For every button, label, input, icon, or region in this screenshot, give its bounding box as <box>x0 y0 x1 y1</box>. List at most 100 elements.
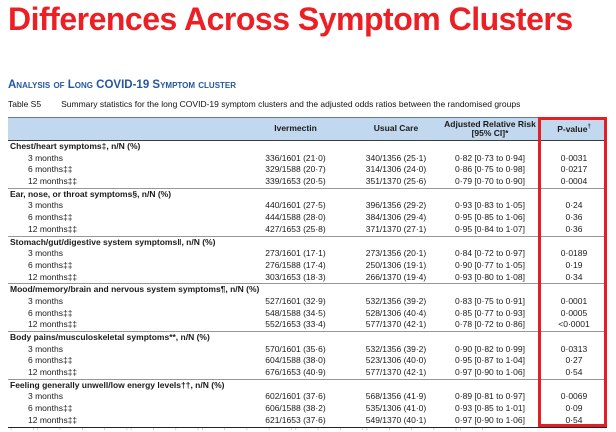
ivermectin-cell: 440/1601 (27·5) <box>265 200 326 211</box>
adjusted-relative-risk-cell: 0·90 [0·82 to 0·99] <box>455 343 525 354</box>
adjusted-relative-risk-cell: 0·84 [0·72 to 0·97] <box>455 248 525 259</box>
adjusted-relative-risk-cell: 0·90 [0·77 to 1·05] <box>455 259 525 270</box>
pvalue-cell: 0·0001 <box>560 295 588 306</box>
adjusted-relative-risk-cell: 0·82 [0·73 to 0·94] <box>455 152 525 163</box>
ivermectin-cell: 303/1653 (18·3) <box>265 271 326 282</box>
table-row: 12 months‡‡ 552/1653 (33·4) 577/1370 (42·1… <box>8 319 607 331</box>
usual-care-cell: 371/1370 (27·1) <box>365 223 427 234</box>
pvalue-cell: 0·09 <box>565 403 583 414</box>
timepoint-cell: 12 months‡‡ <box>28 319 78 330</box>
ivermectin-cell: 548/1588 (34·5) <box>265 307 326 318</box>
section-label: Mood/memory/brain and nervous system sym… <box>10 284 260 295</box>
table-section: Ear, nose, or throat symptoms§, n/N (%) 3… <box>8 187 607 236</box>
table-section: Mood/memory/brain and nervous system sym… <box>8 283 607 331</box>
timepoint-cell: 12 months‡‡ <box>28 367 78 378</box>
section-label: Body pains/musculoskeletal symptoms**, n… <box>10 332 210 342</box>
usual-care-cell: 535/1306 (41·0) <box>365 403 427 414</box>
adjusted-relative-risk-cell: 0·83 [0·75 to 0·91] <box>455 295 525 306</box>
timepoint-cell: 6 months‡‡ <box>28 403 73 414</box>
table-row: 3 months 336/1601 (21·0) 340/1356 (25·1) 0·… <box>8 153 607 165</box>
pvalue-cell: 0·0217 <box>560 164 588 175</box>
pvalue-cell: 0·0005 <box>560 307 588 318</box>
usual-care-cell: 523/1306 (40·0) <box>365 355 427 366</box>
pvalue-cell: 0·0189 <box>560 248 588 259</box>
table-caption-text: Summary statistics for the long COVID-19… <box>61 99 521 109</box>
pvalue-cell: 0·54 <box>565 414 583 425</box>
timepoint-cell: 3 months <box>28 152 63 163</box>
ivermectin-cell: 676/1653 (40·9) <box>265 367 326 378</box>
adjusted-relative-risk-cell: 0·93 [0·83 to 1·05] <box>455 200 525 211</box>
usual-care-cell: 568/1356 (41·9) <box>365 391 427 402</box>
ivermectin-cell: 606/1588 (38·2) <box>265 403 326 414</box>
usual-care-cell: 528/1306 (40·4) <box>365 307 427 318</box>
table-row: 3 months 602/1601 (37·6) 568/1356 (41·9) 0·… <box>8 391 607 403</box>
ivermectin-cell: 604/1588 (38·0) <box>265 355 326 366</box>
usual-care-cell: 532/1356 (39·2) <box>365 295 427 306</box>
section-label: Ear, nose, or throat symptoms§, n/N (%) <box>10 188 172 199</box>
table-row: 6 months‡‡ 548/1588 (34·5) 528/1306 (40·4)… <box>8 308 607 320</box>
table-row: 6 months‡‡ 604/1588 (38·0) 523/1306 (40·0)… <box>8 355 607 367</box>
adjusted-relative-risk-cell: 0·86 [0·75 to 0·98] <box>455 164 525 175</box>
header-arr-line2: [95% CI]* <box>471 128 509 138</box>
pvalue-cell: 0·36 <box>565 212 583 223</box>
usual-care-cell: 266/1370 (19·4) <box>365 271 427 282</box>
timepoint-cell: 12 months‡‡ <box>28 414 78 425</box>
pvalue-cell: 0·24 <box>565 200 583 211</box>
timepoint-cell: 6 months‡‡ <box>28 307 73 318</box>
table-section: Chest/heart symptoms‡, n/N (%) 3 months 33… <box>8 141 607 188</box>
section-header-row: Chest/heart symptoms‡, n/N (%) <box>8 141 607 153</box>
timepoint-cell: 12 months‡‡ <box>28 223 78 234</box>
table-row: 12 months‡‡ 427/1653 (25·8) 371/1370 (27·1… <box>8 224 607 236</box>
timepoint-cell: 12 months‡‡ <box>28 176 78 187</box>
pvalue-cell: <0·0001 <box>558 319 590 330</box>
table-row: 3 months 273/1601 (17·1) 273/1356 (20·1) 0·… <box>8 248 607 260</box>
header-p-value: P-value† <box>541 118 607 140</box>
table-section: Body pains/musculoskeletal symptoms**, n… <box>8 331 607 379</box>
pvalue-cell: 0·36 <box>565 223 583 234</box>
table-row: 3 months 527/1601 (32·9) 532/1356 (39·2) 0·… <box>8 296 607 308</box>
pvalue-cell: 0·34 <box>565 271 583 282</box>
pvalue-cell: 0·19 <box>565 259 583 270</box>
adjusted-relative-risk-cell: 0·97 [0·90 to 1·06] <box>455 367 525 378</box>
adjusted-relative-risk-cell: 0·95 [0·85 to 1·06] <box>455 212 525 223</box>
pvalue-cell: 0·0004 <box>560 176 588 187</box>
timepoint-cell: 6 months‡‡ <box>28 164 73 175</box>
section-header-row: Mood/memory/brain and nervous system sym… <box>8 284 607 296</box>
ivermectin-cell: 427/1653 (25·8) <box>265 223 326 234</box>
symptom-cluster-table: Ivermectin Usual Care Adjusted Relative … <box>8 117 607 428</box>
page-title: Differences Across Symptom Clusters <box>8 1 573 37</box>
header-p-value-label: P-value <box>557 124 588 135</box>
adjusted-relative-risk-cell: 0·93 [0·85 to 1·01] <box>455 403 525 414</box>
section-label: Chest/heart symptoms‡, n/N (%) <box>10 141 141 151</box>
header-p-value-dagger: † <box>587 124 591 131</box>
usual-care-cell: 314/1306 (24·0) <box>365 164 427 175</box>
table-row: 6 months‡‡ 329/1588 (20·7) 314/1306 (24·0)… <box>8 164 607 176</box>
ivermectin-cell: 552/1653 (33·4) <box>265 319 326 330</box>
table-row: 3 months 440/1601 (27·5) 396/1356 (29·2) 0·… <box>8 200 607 212</box>
pvalue-cell: 0·0313 <box>560 343 588 354</box>
table-section: Feeling generally unwell/low energy leve… <box>8 378 607 427</box>
usual-care-cell: 250/1306 (19·1) <box>365 259 427 270</box>
adjusted-relative-risk-cell: 0·97 [0·90 to 1·06] <box>455 414 525 425</box>
timepoint-cell: 6 months‡‡ <box>28 355 73 366</box>
table-row: 12 months‡‡ 676/1653 (40·9) 577/1370 (42·1… <box>8 367 607 379</box>
ivermectin-cell: 276/1588 (17·4) <box>265 259 326 270</box>
adjusted-relative-risk-cell: 0·78 [0·72 to 0·86] <box>455 319 525 330</box>
table-row: 3 months 570/1601 (35·6) 532/1356 (39·2) 0·… <box>8 344 607 356</box>
ivermectin-cell: 570/1601 (35·6) <box>265 343 326 354</box>
timepoint-cell: 3 months <box>28 248 63 259</box>
pvalue-cell: 0·27 <box>565 355 583 366</box>
section-label: Feeling generally unwell/low energy leve… <box>10 379 225 390</box>
ivermectin-cell: 444/1588 (28·0) <box>265 212 326 223</box>
timepoint-cell: 3 months <box>28 295 63 306</box>
usual-care-cell: 384/1306 (29·4) <box>365 212 427 223</box>
header-adjusted-relative-risk: Adjusted Relative Risk [95% CI]* <box>439 118 541 140</box>
section-header-row: Stomach/gut/digestive system symptoms‖, … <box>8 237 607 249</box>
usual-care-cell: 532/1356 (39·2) <box>365 343 427 354</box>
table-body: Chest/heart symptoms‡, n/N (%) 3 months 33… <box>8 141 607 427</box>
header-usual-care: Usual Care <box>373 123 419 134</box>
table-section: Stomach/gut/digestive system symptoms‖, … <box>8 235 607 284</box>
pvalue-cell: 0·0069 <box>560 391 588 402</box>
analysis-section-heading: Analysis of Long COVID-19 Symptom cluste… <box>8 79 237 91</box>
ivermectin-cell: 336/1601 (21·0) <box>265 152 326 163</box>
